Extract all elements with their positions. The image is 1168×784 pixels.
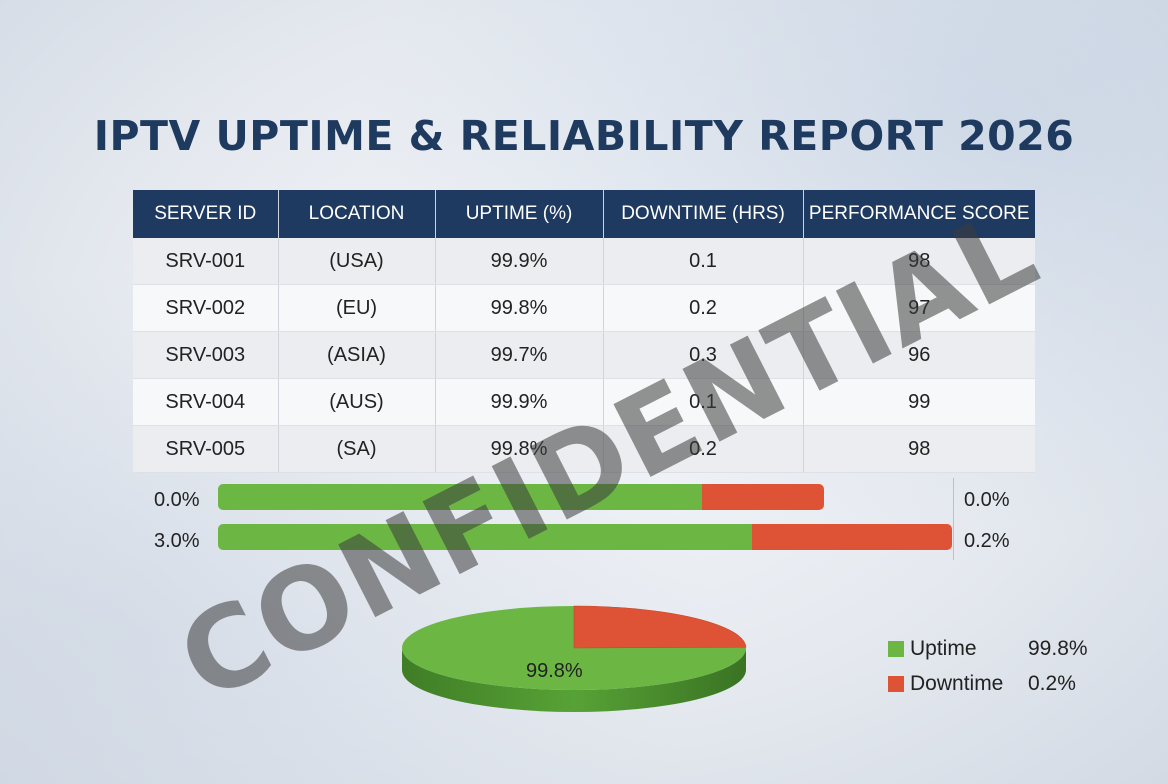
table-header-row: SERVER ID LOCATION UPTIME (%) DOWNTIME (… — [133, 190, 1035, 238]
bar-uptime-segment — [218, 524, 753, 550]
bar-right-label: 0.2% — [964, 530, 1010, 552]
cell-performance-score: 97 — [803, 284, 1035, 332]
cell-server-id: SRV-005 — [133, 425, 279, 473]
table-row: SRV-002 (EU) 99.8% 0.2 97 — [133, 284, 1035, 332]
cell-performance-score: 96 — [803, 331, 1035, 379]
bar-downtime-segment — [752, 524, 952, 550]
cell-downtime: 0.2 — [603, 425, 804, 473]
legend-item-uptime: Uptime 99.8% — [888, 631, 1088, 666]
cell-location: (ASIA) — [278, 331, 436, 379]
cell-uptime: 99.8% — [435, 425, 604, 473]
cell-performance-score: 98 — [803, 238, 1035, 285]
cell-server-id: SRV-002 — [133, 284, 279, 332]
page-title: IPTV UPTIME & RELIABILITY REPORT 2026 — [93, 112, 1075, 160]
bar-divider-line — [953, 478, 954, 560]
column-header-location: LOCATION — [278, 190, 436, 238]
cell-uptime: 99.9% — [435, 378, 604, 426]
pie-chart — [398, 602, 750, 712]
cell-uptime: 99.7% — [435, 331, 604, 379]
legend-label: Downtime — [910, 671, 1004, 695]
column-header-downtime: DOWNTIME (HRS) — [603, 190, 804, 238]
cell-downtime: 0.3 — [603, 331, 804, 379]
pie-chart-svg — [402, 605, 747, 712]
cell-location: (USA) — [278, 238, 436, 285]
cell-server-id: SRV-001 — [133, 238, 279, 285]
cell-downtime: 0.1 — [603, 378, 804, 426]
table-row: SRV-004 (AUS) 99.9% 0.1 99 — [133, 378, 1035, 426]
legend-swatch-uptime — [888, 640, 904, 657]
legend-value: 99.8% — [1028, 636, 1088, 660]
pie-center-label: 99.8% — [526, 660, 583, 682]
column-header-uptime: UPTIME (%) — [435, 190, 604, 238]
cell-downtime: 0.1 — [603, 238, 804, 285]
bar-left-label: 3.0% — [154, 530, 200, 552]
pie-slice-downtime — [573, 605, 747, 649]
column-header-performance-score: PERFORMANCE SCORE — [803, 190, 1035, 238]
cell-server-id: SRV-003 — [133, 331, 279, 379]
table-row: SRV-003 (ASIA) 99.7% 0.3 96 — [133, 331, 1035, 379]
legend-label: Uptime — [910, 636, 977, 660]
cell-location: (SA) — [278, 425, 436, 473]
stacked-bar — [218, 484, 825, 510]
legend-value: 0.2% — [1028, 671, 1076, 695]
table-row: SRV-001 (USA) 99.9% 0.1 98 — [133, 238, 1035, 285]
bar-left-label: 0.0% — [154, 489, 200, 511]
bar-right-label: 0.0% — [964, 489, 1010, 511]
cell-performance-score: 99 — [803, 378, 1035, 426]
cell-downtime: 0.2 — [603, 284, 804, 332]
cell-location: (EU) — [278, 284, 436, 332]
legend-swatch-downtime — [888, 675, 904, 692]
legend: Uptime 99.8% Downtime 0.2% — [888, 631, 1088, 701]
legend-item-downtime: Downtime 0.2% — [888, 666, 1088, 701]
stacked-bar — [218, 524, 952, 550]
pie-side-wall — [402, 648, 746, 712]
table-row: SRV-005 (SA) 99.8% 0.2 98 — [133, 425, 1035, 473]
bar-uptime-segment — [218, 484, 702, 510]
report-table: SERVER ID LOCATION UPTIME (%) DOWNTIME (… — [133, 190, 1035, 473]
cell-uptime: 99.9% — [435, 238, 604, 285]
cell-uptime: 99.8% — [435, 284, 604, 332]
cell-server-id: SRV-004 — [133, 378, 279, 426]
bar-downtime-segment — [701, 484, 825, 510]
column-header-server-id: SERVER ID — [133, 190, 279, 238]
cell-location: (AUS) — [278, 378, 436, 426]
cell-performance-score: 98 — [803, 425, 1035, 473]
